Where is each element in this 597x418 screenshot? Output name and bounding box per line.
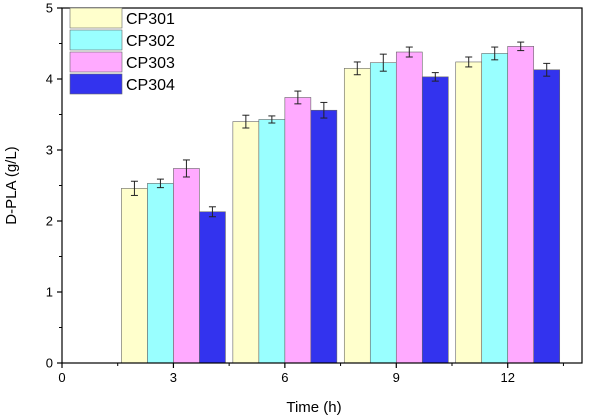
bar (121, 188, 148, 364)
bar (199, 211, 226, 364)
bar (481, 53, 509, 364)
bar (455, 61, 483, 364)
y-tick-label: 3 (46, 143, 53, 158)
bar (147, 183, 174, 364)
bars-layer (121, 41, 561, 364)
bar (232, 121, 260, 364)
legend-label: CP304 (126, 77, 175, 94)
bar (258, 119, 286, 364)
x-tick-label: 12 (500, 370, 514, 385)
x-tick-label: 6 (281, 370, 288, 385)
x-tick-label: 3 (170, 370, 177, 385)
legend-swatch (69, 29, 123, 51)
y-tick-label: 0 (46, 356, 53, 371)
y-tick-label: 2 (46, 214, 53, 229)
legend: CP301 CP302 CP303 CP304 (69, 7, 175, 95)
bar (369, 62, 397, 364)
y-axis-title: D-PLA (g/L) (3, 146, 20, 224)
legend-label: CP303 (126, 55, 175, 72)
y-tick-label: 4 (46, 72, 53, 87)
bar (421, 76, 449, 364)
bar (533, 69, 561, 364)
legend-swatch (69, 73, 123, 95)
x-tick-label: 0 (58, 370, 65, 385)
bar (343, 68, 371, 364)
bar (395, 51, 423, 364)
y-tick-label: 1 (46, 285, 53, 300)
legend-swatch (69, 51, 123, 73)
bar (173, 168, 200, 364)
x-tick-label: 9 (393, 370, 400, 385)
bar (284, 97, 312, 364)
bar (507, 46, 535, 364)
bar (310, 109, 338, 364)
legend-label: CP301 (126, 11, 175, 28)
y-tick-label: 5 (46, 1, 53, 16)
legend-label: CP302 (126, 33, 175, 50)
legend-swatch (69, 7, 123, 29)
x-axis-title: Time (h) (286, 399, 341, 416)
